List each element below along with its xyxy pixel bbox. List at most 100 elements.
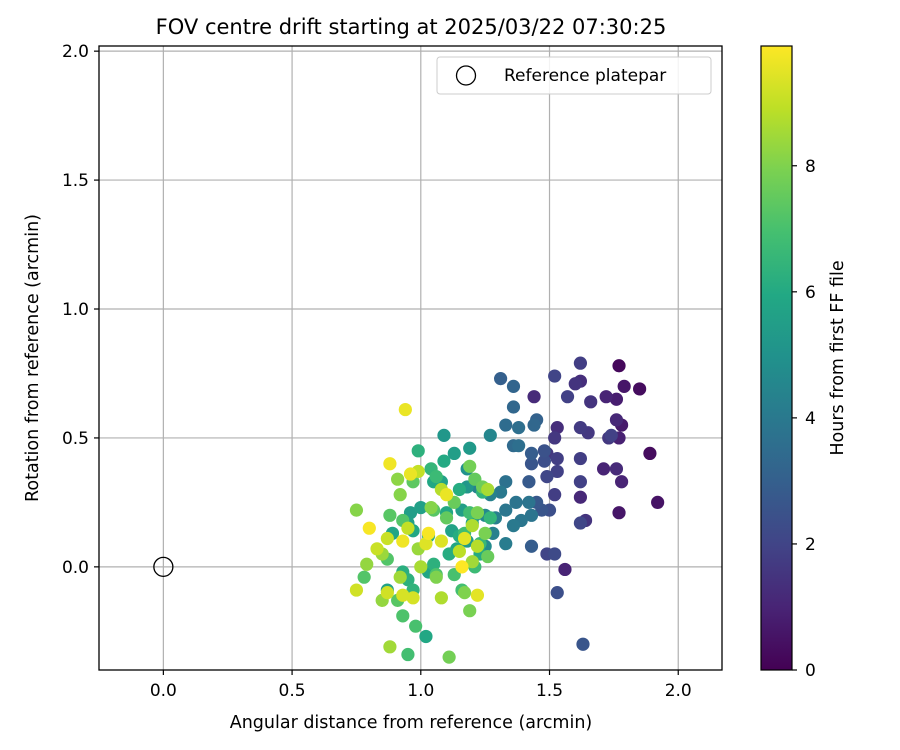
- data-point: [463, 459, 477, 473]
- legend-marker-reference: [455, 65, 477, 86]
- data-point: [419, 629, 433, 644]
- y-axis-ticks: 0.0 0.5 1.0 1.5 2.0: [62, 42, 99, 578]
- data-point: [470, 506, 485, 520]
- data-point: [357, 570, 371, 584]
- data-point: [617, 379, 631, 393]
- data-point: [409, 619, 423, 633]
- data-point: [612, 506, 626, 520]
- y-axis-label: Rotation from reference (arcmin): [23, 214, 43, 502]
- data-point: [576, 637, 590, 651]
- data-point: [524, 446, 539, 461]
- data-point: [558, 562, 572, 577]
- data-point: [512, 439, 526, 453]
- data-point: [522, 495, 536, 509]
- data-point: [465, 519, 479, 533]
- x-tick-label: 1.5: [536, 681, 563, 701]
- colorbar-tick-label: 4: [805, 409, 816, 429]
- data-point: [512, 421, 526, 435]
- data-point: [452, 482, 467, 497]
- data-point: [540, 470, 554, 484]
- colorbar-ticks: 0 2 4 6 8: [792, 157, 816, 681]
- data-point: [612, 359, 626, 373]
- data-point: [419, 537, 433, 551]
- data-point: [398, 402, 412, 417]
- data-point: [439, 511, 454, 525]
- data-point: [442, 547, 456, 561]
- data-point: [568, 377, 582, 391]
- data-point: [411, 444, 425, 458]
- data-point: [414, 500, 428, 515]
- data-point: [573, 356, 588, 370]
- data-point: [599, 390, 613, 404]
- data-point: [434, 591, 448, 605]
- data-point: [370, 542, 384, 556]
- data-point: [465, 555, 479, 569]
- data-point: [429, 470, 443, 484]
- data-point: [470, 588, 485, 602]
- data-point: [427, 557, 441, 571]
- data-point: [506, 400, 521, 414]
- x-axis-label: Angular distance from reference (arcmin): [230, 713, 593, 733]
- data-point: [573, 516, 588, 530]
- data-point: [393, 570, 407, 584]
- data-point: [406, 591, 420, 605]
- data-point: [383, 640, 397, 654]
- data-point: [457, 586, 472, 600]
- data-point: [403, 467, 418, 481]
- data-point: [573, 490, 588, 504]
- data-point: [383, 457, 397, 471]
- data-point: [548, 488, 562, 502]
- data-point: [524, 539, 539, 553]
- chart-title: FOV centre drift starting at 2025/03/22 …: [156, 15, 667, 39]
- colorbar-tick-label: 0: [805, 661, 816, 681]
- x-axis-ticks: 0.0 0.5 1.0 1.5 2.0: [150, 670, 692, 701]
- y-tick-label: 0.5: [62, 429, 89, 449]
- data-points: [349, 356, 665, 664]
- data-point: [463, 604, 477, 618]
- data-point: [548, 431, 562, 445]
- data-point: [457, 531, 472, 546]
- data-point: [470, 539, 485, 553]
- data-point: [609, 392, 624, 406]
- data-point: [509, 495, 523, 509]
- data-point: [499, 537, 513, 551]
- data-point: [499, 503, 513, 517]
- data-point: [550, 464, 564, 479]
- data-point: [527, 390, 541, 404]
- data-point: [439, 488, 454, 502]
- x-tick-label: 2.0: [665, 681, 692, 701]
- data-point: [537, 454, 551, 468]
- data-point: [548, 547, 562, 561]
- data-point: [380, 586, 394, 600]
- x-tick-label: 0.5: [279, 681, 306, 701]
- data-point: [424, 500, 438, 515]
- data-point: [463, 441, 477, 455]
- data-point: [434, 534, 448, 548]
- data-point: [396, 534, 410, 548]
- data-point: [452, 544, 467, 558]
- data-point: [442, 650, 456, 664]
- data-point: [481, 482, 495, 497]
- data-point: [455, 560, 469, 574]
- data-point: [573, 451, 588, 466]
- data-point: [494, 485, 508, 499]
- x-tick-label: 1.0: [407, 681, 434, 701]
- data-point: [396, 609, 410, 623]
- data-point: [421, 526, 436, 540]
- legend-label-reference: Reference platepar: [504, 66, 666, 86]
- data-point: [560, 390, 575, 404]
- data-point: [506, 379, 521, 393]
- data-point: [383, 508, 397, 522]
- reference-layer: [153, 556, 174, 578]
- data-point: [537, 444, 551, 458]
- x-tick-label: 0.0: [150, 681, 177, 701]
- data-point: [447, 446, 461, 461]
- data-point: [437, 454, 451, 468]
- data-point: [401, 647, 415, 662]
- data-point: [609, 462, 624, 476]
- data-point: [494, 372, 508, 386]
- data-point: [584, 395, 598, 409]
- data-point: [522, 475, 536, 489]
- data-point: [481, 549, 495, 564]
